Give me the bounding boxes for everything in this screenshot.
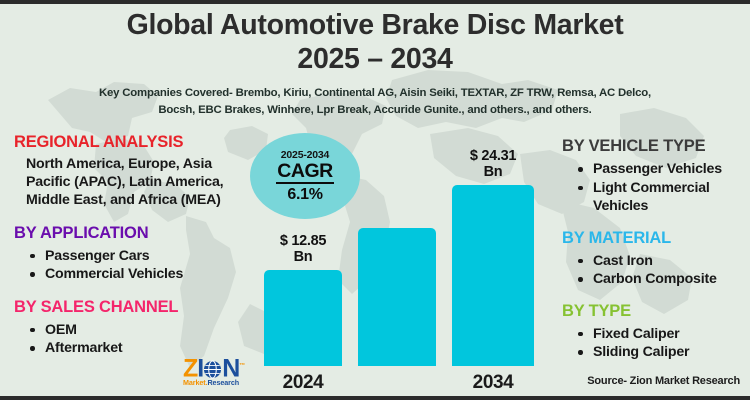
bar-chart: $ 12.85 Bn 2024 $ 24.31 Bn 2034 2025-203… — [246, 132, 558, 396]
logo-wordmark: ZI N™ — [183, 354, 275, 381]
by-sales-channel-heading: BY SALES CHANNEL — [14, 297, 179, 316]
page-title-line1: Global Automotive Brake Disc Market — [126, 9, 624, 41]
bar-2034 — [452, 185, 534, 366]
by-type-heading: BY TYPE — [562, 301, 631, 320]
regional-analysis-text: North America, Europe, Asia Pacific (APA… — [26, 156, 224, 209]
regional-analysis-heading: REGIONAL ANALYSIS — [14, 133, 184, 151]
trademark-symbol: ™ — [239, 363, 245, 369]
bar-value-unit: Bn — [293, 249, 313, 265]
globe-icon — [203, 359, 222, 379]
logo-letter-i: I — [197, 354, 204, 383]
by-application-list: Passenger Cars Commercial Vehicles — [14, 247, 246, 284]
section-by-vehicle-type: BY VEHICLE TYPE Passenger Vehicles Light… — [562, 136, 748, 216]
right-panel: BY VEHICLE TYPE Passenger Vehicles Light… — [562, 136, 748, 373]
list-item: Light Commercial Vehicles — [578, 179, 748, 216]
cagr-period-label: 2025-2034 — [280, 148, 330, 161]
list-item: Fixed Caliper — [578, 325, 748, 344]
logo-letter-n: N — [222, 354, 240, 383]
list-item: Passenger Vehicles — [578, 160, 748, 179]
key-companies-line1: Key Companies Covered- Brembo, Kiriu, Co… — [99, 87, 651, 99]
cagr-badge: 2025-2034 CAGR 6.1% — [250, 133, 360, 219]
by-vehicle-type-heading: BY VEHICLE TYPE — [562, 137, 706, 155]
source-attribution: Source- Zion Market Research — [587, 375, 740, 387]
list-item: Commercial Vehicles — [30, 265, 246, 284]
page-title-line2: 2025 – 2034 — [297, 43, 453, 75]
by-vehicle-type-list: Passenger Vehicles Light Commercial Vehi… — [562, 160, 748, 216]
bar-value-unit: Bn — [483, 164, 503, 180]
by-sales-channel-list: OEM Aftermarket — [14, 321, 246, 358]
bar-value-amount: $ 24.31 — [469, 148, 517, 164]
key-companies-line2: Bocsh, EBC Brakes, Winhere, Lpr Break, A… — [158, 104, 592, 116]
zion-market-research-logo: ZI N™ Market.Research — [183, 354, 275, 392]
bar-2024 — [264, 270, 342, 366]
bar-category-2024: 2024 — [282, 372, 324, 393]
section-regional-analysis: REGIONAL ANALYSIS North America, Europe,… — [14, 132, 246, 210]
by-application-heading: BY APPLICATION — [14, 223, 149, 242]
header: Global Automotive Brake Disc Market 2025… — [0, 8, 750, 119]
section-by-type: BY TYPE Fixed Caliper Sliding Caliper — [562, 301, 748, 362]
bar-value-label-2034: $ 24.31 Bn — [452, 148, 534, 180]
by-material-heading: BY MATERIAL — [562, 228, 672, 247]
by-material-list: Cast Iron Carbon Composite — [562, 252, 748, 289]
list-item: Aftermarket — [30, 339, 246, 358]
logo-tagline: Market.Research — [183, 378, 275, 387]
bar-value-label-2024: $ 12.85 Bn — [264, 233, 342, 265]
list-item: Passenger Cars — [30, 247, 246, 266]
logo-tagline-market: Market. — [183, 378, 208, 388]
logo-letter-z: Z — [183, 354, 198, 383]
bar-middle — [358, 228, 436, 366]
list-item: Cast Iron — [578, 252, 748, 271]
list-item: Carbon Composite — [578, 270, 748, 289]
logo-tagline-research: Research — [207, 378, 240, 388]
section-by-sales-channel: BY SALES CHANNEL OEM Aftermarket — [14, 297, 246, 358]
cagr-title: CAGR — [276, 159, 334, 184]
section-by-application: BY APPLICATION Passenger Cars Commercial… — [14, 223, 246, 284]
by-type-list: Fixed Caliper Sliding Caliper — [562, 325, 748, 362]
cagr-value: 6.1% — [287, 185, 323, 203]
section-by-material: BY MATERIAL Cast Iron Carbon Composite — [562, 228, 748, 289]
left-panel: REGIONAL ANALYSIS North America, Europe,… — [14, 132, 246, 369]
bar-value-amount: $ 12.85 — [279, 233, 327, 249]
list-item: Sliding Caliper — [578, 343, 748, 362]
bar-category-2034: 2034 — [472, 372, 514, 393]
list-item: OEM — [30, 321, 246, 340]
